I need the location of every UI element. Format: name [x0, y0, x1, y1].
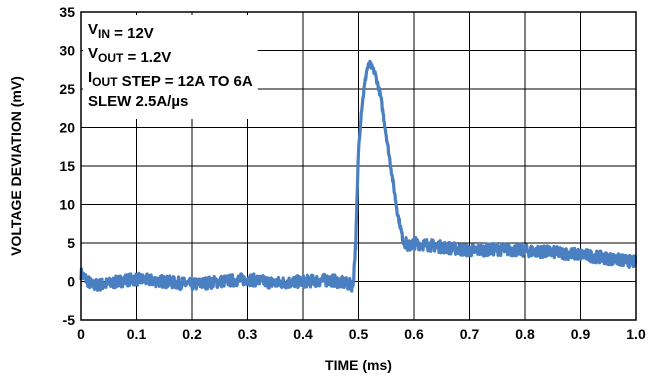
- x-tick-labels: 0 0.1 0.2 0.3 0.4 0.5 0.6 0.7 0.8 0.9 1.0: [77, 326, 646, 342]
- plot-frame: [80, 11, 637, 321]
- annotation-subscript: IN: [98, 27, 110, 41]
- y-tick-label: -5: [63, 312, 76, 328]
- annotation-subscript: OUT: [98, 51, 124, 65]
- annotation-text: = 1.2V: [123, 49, 171, 66]
- plot-border: [80, 11, 637, 321]
- series-line: [79, 59, 638, 293]
- x-tick-label: 0.1: [127, 326, 147, 342]
- annotation-text: V: [88, 21, 98, 38]
- x-tick-label: 0.4: [293, 326, 313, 342]
- y-tick-label: 10: [59, 197, 75, 213]
- annotation-subscript: OUT: [92, 75, 118, 89]
- y-tick-label: 30: [59, 43, 75, 59]
- annotation-text: I: [88, 69, 92, 86]
- x-tick-label: 0.3: [238, 326, 258, 342]
- y-tick-label: 0: [67, 274, 75, 290]
- y-tick-label: 15: [59, 158, 75, 174]
- y-axis-title: VOLTAGE DEVIATION (mV): [8, 76, 24, 256]
- annotation-text: SLEW 2.5A/µs: [88, 93, 188, 110]
- annotation-line: SLEW 2.5A/µs: [88, 93, 188, 110]
- annotation-background: [83, 15, 258, 119]
- x-tick-label: 0.9: [571, 326, 591, 342]
- series-layer: [79, 59, 638, 293]
- x-tick-label: 0: [77, 326, 85, 342]
- y-tick-label: 5: [67, 235, 75, 251]
- y-tick-label: 35: [59, 4, 75, 20]
- x-tick-label: 0.7: [460, 326, 480, 342]
- x-tick-label: 0.8: [515, 326, 535, 342]
- annotation-line: VOUT = 1.2V: [88, 45, 171, 66]
- y-tick-labels: -5 0 5 10 15 20 25 30 35: [59, 4, 75, 328]
- annotation-line: VIN = 12V: [88, 21, 154, 42]
- y-tick-label: 20: [59, 120, 75, 136]
- x-tick-label: 0.5: [349, 326, 369, 342]
- x-tick-label: 1.0: [626, 326, 646, 342]
- annotation-line: IOUT STEP = 12A TO 6A: [88, 69, 253, 90]
- x-tick-label: 0.2: [182, 326, 202, 342]
- annotation-text: = 12V: [110, 25, 154, 42]
- y-tick-label: 25: [59, 81, 75, 97]
- annotation-text: V: [88, 45, 98, 62]
- x-axis-title: TIME (ms): [325, 357, 392, 373]
- annotation-text: STEP = 12A TO 6A: [118, 73, 253, 90]
- x-tick-label: 0.6: [404, 326, 424, 342]
